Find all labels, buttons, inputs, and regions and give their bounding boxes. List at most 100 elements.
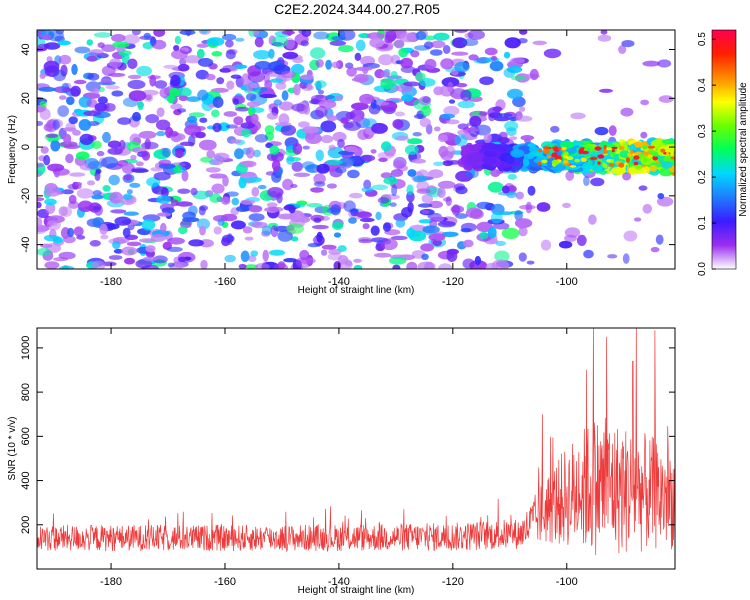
spectrogram-cell (90, 260, 106, 269)
spectrogram-cell (375, 101, 389, 106)
spectrogram-cell (282, 51, 299, 60)
signal-peak (547, 154, 551, 159)
spectrogram-cell (340, 117, 349, 124)
spectrogram-cell (121, 53, 130, 65)
spectrogram-cell (226, 80, 235, 90)
spectrogram-cell (274, 122, 292, 127)
spectrogram-cell (283, 258, 298, 263)
spectrogram-cell (447, 81, 454, 93)
spectrogram-cell (300, 74, 315, 80)
spectrogram-cell (265, 171, 276, 176)
spectrogram-cell (468, 54, 479, 61)
spectrogram-cell (221, 237, 231, 247)
spectrogram-cell (91, 140, 102, 149)
spectrogram-cell (100, 234, 109, 240)
signal-peak (618, 162, 625, 168)
spectrogram-cell (370, 225, 380, 236)
spectrogram-cell (329, 40, 346, 46)
spectrogram-cell (307, 243, 320, 248)
spectrogram-cell (200, 259, 208, 269)
spectrogram-cell (44, 261, 60, 269)
spectrogram-cell (622, 171, 632, 181)
spectrogram-cell (52, 119, 60, 131)
spectrogram-cell (275, 82, 287, 90)
x-axis-label: Height of straight line (km) (298, 585, 415, 596)
spectrogram-cell (344, 146, 359, 153)
spectrogram-cell (178, 256, 187, 262)
spectrogram-cell (130, 154, 137, 161)
spectrogram-cell (406, 261, 418, 269)
spectrogram-cell (467, 30, 485, 40)
x-tick-label: -180 (100, 276, 122, 288)
spectrogram-cell (43, 234, 60, 242)
spectrogram-cell (354, 52, 362, 62)
spectrogram-cell (225, 49, 236, 60)
spectrogram-cell (642, 60, 660, 67)
spectrogram-cell (594, 126, 609, 136)
spectrogram-cell (388, 256, 407, 265)
spectrogram-cell (484, 47, 498, 56)
spectrogram-cell (195, 131, 206, 139)
spectrogram-cell (224, 254, 236, 263)
x-tick-label: -140 (328, 276, 350, 288)
spectrogram-cell (321, 249, 328, 256)
spectrogram-cell (121, 162, 135, 174)
spectrogram-cell (361, 186, 374, 193)
spectrogram-cell (87, 180, 95, 186)
spectrogram-cell (43, 60, 60, 73)
spectrogram-cell (67, 227, 75, 238)
spectrogram-cell (221, 33, 237, 41)
signal-peak (542, 146, 550, 150)
spectrogram-cell (240, 250, 250, 263)
spectrogram-cell (119, 139, 126, 151)
spectrogram-cell (532, 40, 547, 46)
spectrogram-cell (282, 178, 294, 191)
spectrogram-cell (209, 173, 227, 179)
spectrogram-cell (109, 58, 122, 69)
spectrogram-cell (248, 213, 265, 222)
spectrogram-cell (108, 255, 123, 260)
spectrogram-cell (63, 133, 72, 145)
spectrogram-cell (510, 57, 525, 64)
spectrogram-cells (37, 30, 675, 269)
spectrogram-cell (378, 157, 388, 162)
spectrogram-cell (415, 72, 426, 82)
spectrogram-cell (47, 220, 59, 226)
spectrogram-cell (518, 252, 527, 262)
spectrogram-cell (205, 167, 221, 173)
spectrogram-cell (178, 95, 189, 102)
spectrogram-cell (494, 250, 510, 262)
spectrogram-cell (206, 150, 216, 159)
spectrogram-cell (422, 225, 440, 234)
x-tick-label: -180 (100, 576, 122, 588)
spectrogram-cell (230, 220, 246, 230)
spectrogram-cell (244, 264, 259, 269)
spectrogram-cell (437, 134, 449, 143)
spectrogram-cell (421, 253, 429, 260)
spectrogram-cell (153, 171, 171, 181)
spectrogram-cell (167, 262, 175, 268)
spectrogram-cell (490, 211, 503, 224)
spectrogram-cell (86, 39, 94, 46)
spectrogram-cell (179, 141, 195, 146)
spectrogram-cell (71, 63, 78, 76)
spectrogram-cell (506, 127, 517, 137)
spectrogram-cell (143, 32, 151, 40)
spectrogram-cell (455, 186, 468, 195)
signal-cell (497, 142, 509, 153)
spectrogram-cell (245, 176, 262, 183)
spectrogram-cell (490, 169, 501, 177)
spectrogram-cell (515, 191, 524, 200)
spectrogram-cell (558, 240, 573, 249)
x-tick-label: -160 (214, 576, 236, 588)
spectrogram-cell (198, 139, 217, 151)
signal-cell (582, 162, 593, 171)
signal-peak (564, 151, 569, 156)
y-tick-label: 400 (20, 471, 32, 489)
spectrogram-cell (43, 42, 61, 50)
signal-cell (634, 164, 643, 170)
spectrogram-cell (229, 66, 239, 72)
spectrogram-cell (107, 140, 122, 149)
spectrogram-cell (112, 241, 121, 249)
